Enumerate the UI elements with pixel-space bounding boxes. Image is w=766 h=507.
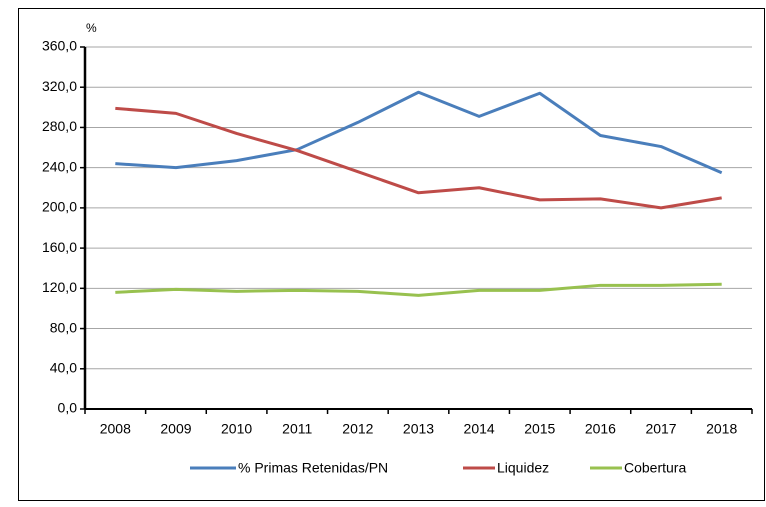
x-tick-label: 2008 xyxy=(100,421,131,437)
x-tick-label: 2014 xyxy=(464,421,495,437)
series-line xyxy=(115,90,723,175)
y-tick-label: 120,0 xyxy=(42,279,77,295)
y-axis-label: % xyxy=(86,21,97,35)
y-tick-label: 320,0 xyxy=(42,78,77,94)
legend-label: % Primas Retenidas/PN xyxy=(238,460,388,476)
chart-frame xyxy=(18,8,765,501)
x-tick-label: 2011 xyxy=(282,421,312,437)
legend-label: Liquidez xyxy=(497,460,549,476)
y-tick-label: 360,0 xyxy=(42,38,77,54)
y-tick-label: 0,0 xyxy=(58,400,78,416)
x-tick-label: 2017 xyxy=(645,421,676,437)
y-tick-label: 40,0 xyxy=(50,359,77,375)
x-tick-label: 2018 xyxy=(706,421,737,437)
x-tick-label: 2010 xyxy=(221,421,252,437)
series-line xyxy=(115,106,722,210)
x-tick-label: 2015 xyxy=(524,421,555,437)
y-tick-label: 160,0 xyxy=(42,239,77,255)
legend-label: Cobertura xyxy=(624,460,686,476)
y-tick-label: 280,0 xyxy=(42,118,77,134)
y-tick-label: 80,0 xyxy=(50,319,77,335)
y-tick-label: 200,0 xyxy=(42,199,77,215)
y-tick-label: 240,0 xyxy=(42,158,77,174)
x-tick-label: 2009 xyxy=(160,421,191,437)
x-tick-label: 2013 xyxy=(403,421,434,437)
x-tick-label: 2012 xyxy=(342,421,373,437)
series-line xyxy=(115,282,722,297)
x-tick-label: 2016 xyxy=(585,421,616,437)
